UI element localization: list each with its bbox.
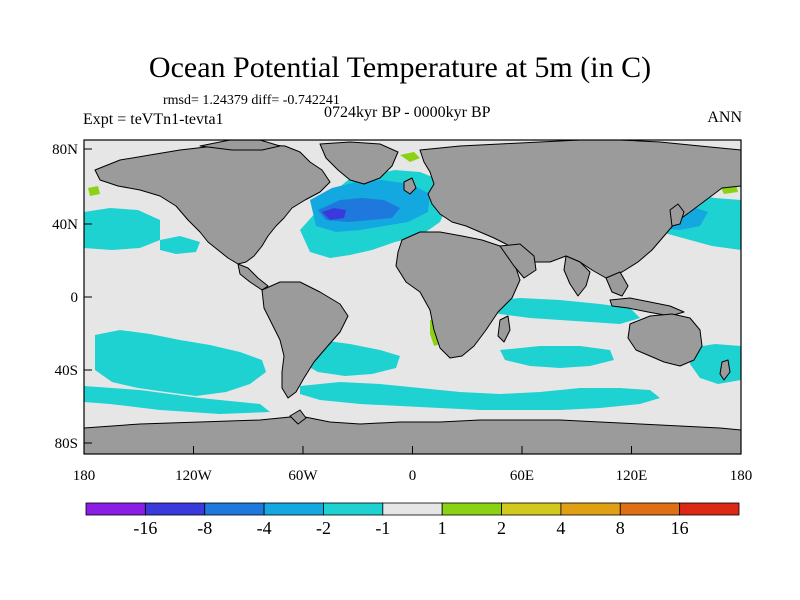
- arctic-warming-1: [400, 152, 420, 162]
- east-pacific-strip: [160, 236, 200, 254]
- colorbar-swatch: [619, 502, 681, 516]
- colorbar-swatch: [441, 502, 502, 516]
- indonesia: [609, 297, 685, 317]
- lat-label: 80S: [55, 436, 78, 452]
- colorbar-label: -8: [197, 518, 213, 538]
- colorbar-label: 4: [556, 518, 566, 538]
- indian-ocean-cooling: [480, 298, 640, 324]
- colorbar-swatch: [382, 502, 443, 516]
- land-masses: [84, 140, 741, 454]
- colorbar-swatch: [263, 502, 324, 516]
- colorbar: [85, 502, 740, 516]
- time-period-label: 0724kyr BP - 0000kyr BP: [324, 104, 491, 121]
- madagascar: [497, 315, 511, 343]
- colorbar-swatch: [85, 502, 146, 516]
- central-america: [237, 263, 269, 291]
- lat-label: 0: [71, 290, 79, 306]
- colorbar-label: 8: [615, 518, 625, 538]
- colorbar-label: -2: [315, 518, 331, 538]
- lat-ticks: [84, 148, 92, 444]
- north-pacific-east-cooling: [84, 208, 160, 250]
- lon-ticks: [83, 446, 742, 454]
- southern-pacific-cooling: [95, 330, 266, 396]
- greenland: [319, 141, 399, 185]
- lon-label: 60E: [510, 468, 534, 484]
- colorbar-swatch: [501, 502, 562, 516]
- southwest-pacific-cooling: [84, 386, 270, 414]
- south-indian-cooling: [500, 346, 614, 368]
- lon-label: 120W: [175, 468, 213, 484]
- lon-label: 120E: [616, 468, 648, 484]
- africa: [395, 231, 521, 359]
- colorbar-label: -4: [256, 518, 272, 538]
- southeast-asia: [605, 271, 629, 297]
- colorbar-swatch: [560, 502, 621, 516]
- cooling-deep-patches: [322, 208, 346, 220]
- new-zealand: [719, 359, 731, 381]
- colorbar-label: -16: [133, 518, 158, 538]
- southern-ocean-cooling: [300, 382, 660, 410]
- experiment-label: Expt = teVTn1-tevta1: [83, 111, 224, 128]
- colorbar-swatch: [679, 502, 740, 516]
- antarctica: [84, 415, 741, 454]
- alaska-warming: [88, 186, 100, 196]
- antarctic-peninsula: [289, 409, 307, 425]
- lon-tick-labels: 180 120W 60W 0 60E 120E 180: [73, 468, 753, 484]
- rmsd-diff-stats: rmsd= 1.24379 diff= -0.742241: [163, 93, 340, 108]
- plot-title: Ocean Potential Temperature at 5m (in C): [148, 51, 652, 84]
- lat-label: 80N: [52, 142, 78, 158]
- colorbar-label: -1: [375, 518, 391, 538]
- lon-label: 0: [409, 468, 417, 484]
- south-america: [261, 281, 349, 399]
- colorbar-label: 2: [497, 518, 507, 538]
- lon-label: 180: [73, 468, 96, 484]
- gulf-stream-deep: [322, 208, 346, 220]
- arabia: [499, 243, 537, 279]
- japan: [669, 203, 685, 227]
- lat-label: 40N: [52, 217, 78, 233]
- lon-label: 180: [730, 468, 753, 484]
- australia: [627, 313, 703, 367]
- colorbar-label: 16: [670, 518, 689, 538]
- lon-label: 60W: [288, 468, 318, 484]
- colorbar-swatch: [204, 502, 265, 516]
- season-label: ANN: [707, 109, 742, 126]
- colorbar-label: 1: [437, 518, 447, 538]
- map-field: [84, 140, 741, 454]
- lat-label: 40S: [55, 363, 78, 379]
- india: [563, 255, 591, 297]
- lat-tick-labels: 80N 40N 0 40S 80S: [52, 142, 78, 452]
- colorbar-swatch: [144, 502, 206, 516]
- colorbar-swatch: [323, 502, 384, 516]
- british-isles: [403, 177, 417, 195]
- arctic-islands: [199, 140, 281, 151]
